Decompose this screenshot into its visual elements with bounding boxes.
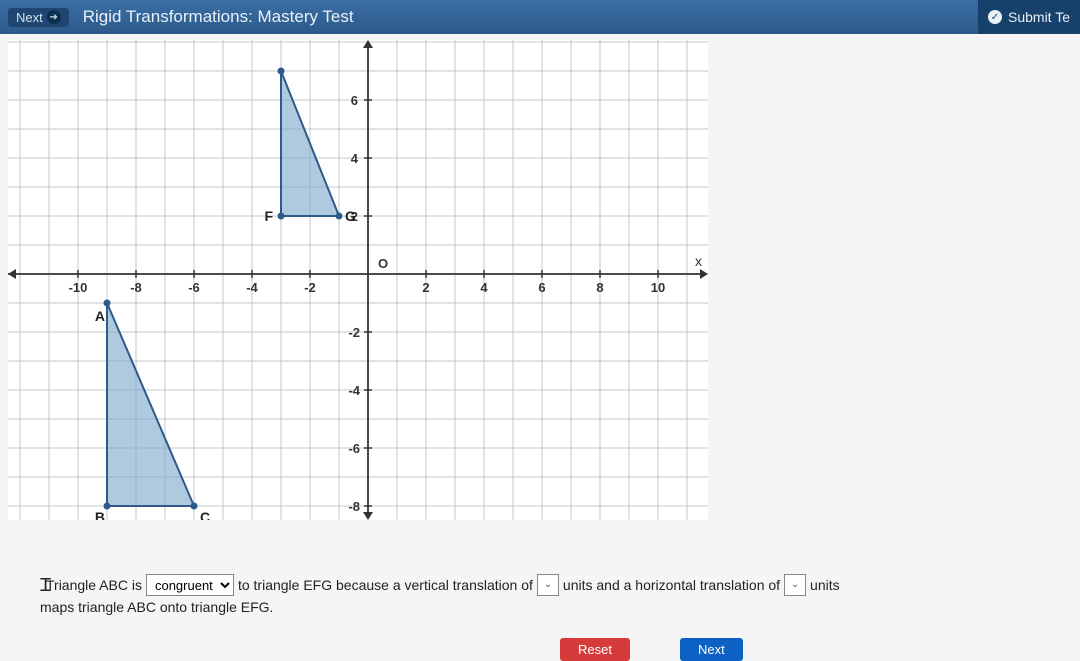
sentence-part-2: to triangle EFG because a vertical trans…	[238, 574, 533, 596]
svg-text:-4: -4	[348, 383, 360, 398]
svg-text:A: A	[95, 308, 105, 324]
sentence-part-3: units and a horizontal translation of	[563, 574, 780, 596]
svg-text:8: 8	[596, 280, 603, 295]
question-sentence: Ꮖ Triangle ABC is congruent to triangle …	[40, 574, 1040, 619]
chevron-down-icon: ⌄	[791, 577, 799, 593]
svg-text:C: C	[200, 509, 210, 520]
next-badge-label: Next	[16, 10, 43, 25]
graph-svg: -10-8-6-4-2246810246-2-4-6-8-10OxABCFG	[8, 40, 708, 520]
svg-text:-2: -2	[348, 325, 360, 340]
svg-text:10: 10	[651, 280, 665, 295]
header-bar: Next ➔ Rigid Transformations: Mastery Te…	[0, 0, 1080, 34]
congruence-select[interactable]: congruent	[146, 574, 234, 596]
svg-text:6: 6	[538, 280, 545, 295]
page-title: Rigid Transformations: Mastery Test	[83, 7, 354, 27]
svg-text:2: 2	[422, 280, 429, 295]
sentence-line-2: maps triangle ABC onto triangle EFG.	[40, 596, 273, 618]
sentence-part-4: units	[810, 574, 840, 596]
svg-text:G: G	[345, 208, 356, 224]
submit-test-button[interactable]: ✓ Submit Te	[978, 0, 1080, 34]
svg-text:4: 4	[351, 151, 359, 166]
horizontal-units-select[interactable]: ⌄	[784, 574, 806, 596]
svg-text:F: F	[264, 208, 273, 224]
svg-text:-2: -2	[304, 280, 316, 295]
svg-text:x: x	[695, 253, 702, 269]
svg-text:-6: -6	[348, 441, 360, 456]
sentence-part-1: Triangle ABC is	[46, 574, 142, 596]
svg-text:4: 4	[480, 280, 488, 295]
arrow-right-icon: ➔	[47, 10, 61, 24]
svg-text:B: B	[95, 509, 105, 520]
content-area: -10-8-6-4-2246810246-2-4-6-8-10OxABCFG Ꮖ…	[0, 34, 1080, 520]
svg-text:-8: -8	[130, 280, 142, 295]
svg-text:-4: -4	[246, 280, 258, 295]
next-button[interactable]: Next	[680, 638, 743, 661]
svg-text:O: O	[378, 256, 388, 271]
svg-text:-10: -10	[69, 280, 88, 295]
coordinate-graph: -10-8-6-4-2246810246-2-4-6-8-10OxABCFG	[8, 40, 708, 520]
submit-label: Submit Te	[1008, 9, 1070, 25]
svg-text:6: 6	[351, 93, 358, 108]
check-circle-icon: ✓	[988, 10, 1002, 24]
reset-button[interactable]: Reset	[560, 638, 630, 661]
chevron-down-icon: ⌄	[544, 577, 552, 593]
text-cursor-icon: Ꮖ	[40, 571, 52, 600]
svg-text:-6: -6	[188, 280, 200, 295]
next-badge[interactable]: Next ➔	[8, 8, 69, 27]
svg-text:-8: -8	[348, 499, 360, 514]
vertical-units-select[interactable]: ⌄	[537, 574, 559, 596]
